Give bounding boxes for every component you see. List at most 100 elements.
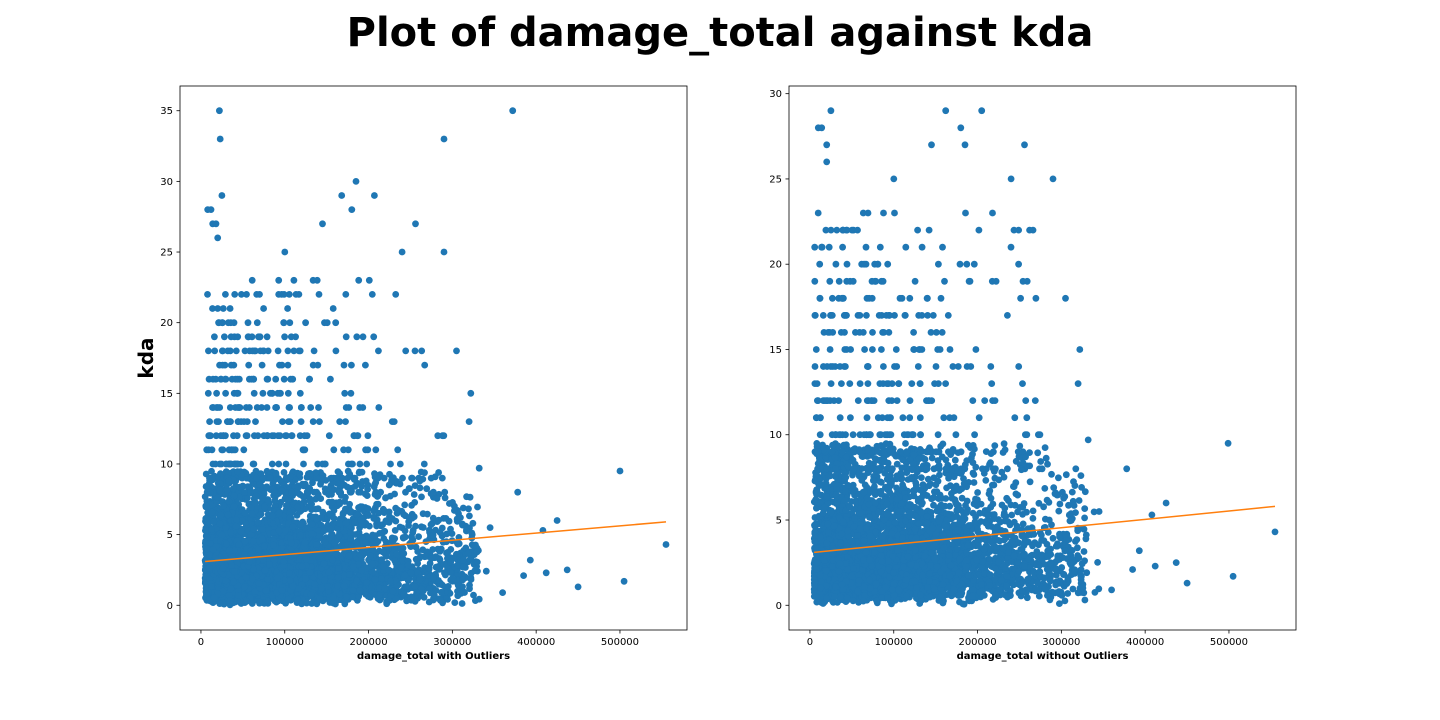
scatter-point — [459, 556, 467, 564]
scatter-point — [430, 591, 438, 599]
scatter-point — [429, 546, 437, 553]
scatter-point — [219, 432, 227, 440]
scatter-point — [214, 305, 222, 312]
scatter-point — [406, 485, 413, 493]
scatter-point — [454, 551, 461, 558]
scatter-point — [435, 516, 443, 524]
scatter-point — [316, 595, 324, 603]
scatter-point — [470, 591, 477, 599]
scatter-point — [315, 531, 323, 539]
scatter-point — [269, 520, 277, 527]
scatter-point — [375, 347, 382, 355]
scatter-point — [367, 552, 374, 560]
scatter-point — [278, 361, 286, 369]
scatter-point — [468, 529, 476, 537]
scatter-point — [246, 404, 253, 411]
scatter-point — [438, 474, 446, 482]
scatter-point — [282, 474, 290, 482]
scatter-point — [433, 495, 441, 502]
scatter-point — [353, 432, 361, 440]
scatter-point — [213, 494, 221, 501]
scatter-point — [271, 488, 278, 496]
scatter-point — [392, 595, 400, 602]
scatter-point — [412, 522, 419, 530]
scatter-point — [419, 524, 427, 531]
scatter-point — [376, 471, 384, 478]
scatter-point — [301, 432, 308, 440]
scatter-point — [206, 418, 214, 425]
scatter-point — [362, 477, 370, 485]
scatter-point — [482, 567, 490, 575]
scatter-point — [206, 551, 214, 559]
scatter-point — [405, 522, 412, 529]
scatter-point — [225, 592, 233, 599]
scatter-point — [370, 333, 378, 341]
scatter-point — [284, 361, 292, 369]
scatter-point — [269, 512, 276, 520]
scatter-point — [419, 475, 427, 483]
scatter-point — [365, 276, 373, 284]
scatter-point — [444, 583, 452, 590]
scatter-point — [349, 587, 357, 594]
scatter-point — [206, 540, 214, 547]
scatter-point — [423, 485, 431, 493]
scatter-point — [430, 574, 437, 582]
scatter-point — [387, 460, 394, 468]
scatter-point — [418, 347, 426, 355]
scatter-point — [247, 504, 255, 512]
scatter-point — [411, 583, 419, 590]
scatter-point — [335, 488, 343, 496]
scatter-point — [280, 319, 288, 327]
scatter-point — [340, 361, 348, 369]
scatter-point — [220, 502, 227, 510]
scatter-point — [315, 527, 323, 534]
scatter-point — [345, 404, 353, 411]
scatter-point — [234, 404, 242, 411]
scatter-point — [249, 347, 256, 355]
scatter-point — [401, 571, 409, 579]
scatter-point — [237, 528, 245, 536]
scatter-point — [283, 432, 290, 440]
scatter-point — [259, 495, 266, 502]
scatter-point — [224, 418, 232, 425]
scatter-point — [364, 432, 372, 440]
scatter-point — [327, 531, 335, 539]
scatter-point — [235, 488, 243, 496]
scatter-point — [243, 598, 251, 605]
scatter-point — [400, 550, 408, 557]
scatter-point — [209, 305, 216, 312]
scatter-point — [288, 488, 295, 496]
scatter-point — [290, 347, 298, 355]
scatter-point — [399, 474, 406, 482]
scatter-point — [263, 432, 271, 440]
scatter-point — [208, 467, 215, 475]
scatter-point — [327, 525, 335, 533]
scatter-point — [274, 389, 282, 397]
scatter-point — [278, 539, 285, 547]
scatter-point — [327, 375, 334, 383]
scatter-point — [213, 418, 221, 425]
scatter-point — [440, 432, 448, 440]
scatter-point — [295, 291, 303, 298]
scatter-point — [213, 389, 221, 397]
scatter-point — [226, 305, 234, 312]
scatter-point — [280, 375, 288, 383]
scatter-point — [238, 517, 246, 524]
scatter-point — [307, 530, 315, 537]
scatter-point — [233, 432, 241, 440]
scatter-point — [227, 319, 235, 327]
scatter-point — [468, 541, 476, 549]
scatter-point — [209, 460, 217, 468]
scatter-point — [415, 533, 422, 540]
scatter-point — [449, 499, 456, 506]
scatter-point — [394, 506, 402, 514]
scatter-point — [302, 319, 309, 327]
scatter-point — [222, 460, 230, 468]
scatter-point — [401, 533, 409, 541]
scatter-point — [369, 560, 377, 568]
scatter-point — [219, 305, 227, 312]
scatter-point — [353, 511, 361, 519]
scatter-point — [271, 497, 279, 505]
scatter-point — [244, 494, 251, 502]
scatter-point — [439, 599, 446, 607]
